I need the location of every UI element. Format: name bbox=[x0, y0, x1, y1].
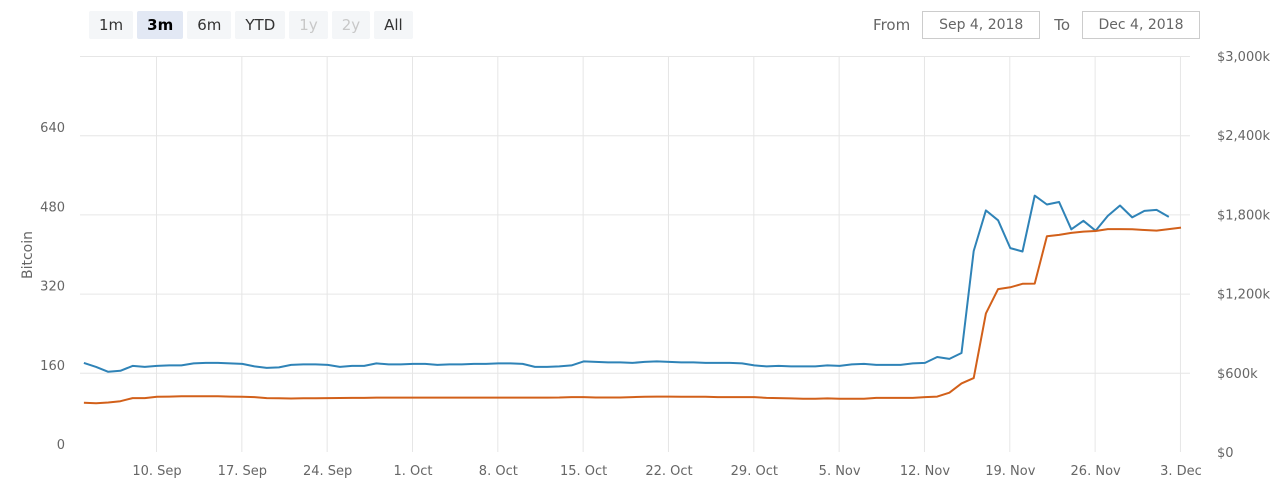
x-tick-label: 10. Sep bbox=[132, 464, 181, 479]
right-y-tick-label: $2,400k bbox=[1217, 129, 1270, 144]
x-tick-label: 22. Oct bbox=[645, 464, 692, 479]
grid-lines bbox=[80, 56, 1190, 452]
x-tick-label: 1. Oct bbox=[393, 464, 432, 479]
from-label: From bbox=[873, 16, 911, 34]
right-y-tick-label: $600k bbox=[1217, 367, 1258, 382]
to-label: To bbox=[1054, 16, 1070, 34]
range-button-3m[interactable]: 3m bbox=[137, 11, 184, 39]
x-tick-label: 8. Oct bbox=[479, 464, 518, 479]
x-tick-label: 19. Nov bbox=[985, 464, 1035, 479]
left-y-tick-label: 320 bbox=[40, 280, 65, 295]
range-button-all[interactable]: All bbox=[374, 11, 413, 39]
right-y-tick-label: $1,800k bbox=[1217, 208, 1270, 223]
series-line-1 bbox=[83, 194, 1170, 373]
right-y-tick-label: $1,200k bbox=[1217, 288, 1270, 303]
x-tick-label: 15. Oct bbox=[560, 464, 607, 479]
date-range-inputs: From To bbox=[873, 11, 1200, 39]
x-axis: 10. Sep 17. Sep 24. Sep 1. Oct 8. Oct 15. Oct… bbox=[132, 464, 1201, 479]
left-y-axis-title: Bitcoin bbox=[20, 231, 36, 279]
x-tick-label: 24. Sep bbox=[303, 464, 352, 479]
left-y-axis: 0 160 320 480 640 bbox=[40, 121, 65, 453]
to-date-input[interactable] bbox=[1082, 11, 1200, 39]
left-y-tick-label: 480 bbox=[40, 200, 65, 215]
right-y-tick-label: $3,000k bbox=[1217, 50, 1270, 65]
x-tick-label: 29. Oct bbox=[731, 464, 778, 479]
series-lines bbox=[83, 194, 1182, 405]
right-y-tick-label: $0 bbox=[1217, 446, 1234, 461]
range-selector: 1m 3m 6m YTD 1y 2y All bbox=[89, 11, 413, 39]
x-tick-label: 17. Sep bbox=[218, 464, 267, 479]
series-line-2 bbox=[83, 226, 1182, 405]
x-tick-label: 26. Nov bbox=[1071, 464, 1121, 479]
range-button-ytd[interactable]: YTD bbox=[235, 11, 286, 39]
range-button-1m[interactable]: 1m bbox=[89, 11, 134, 39]
range-button-6m[interactable]: 6m bbox=[187, 11, 232, 39]
right-y-axis: $0 $600k $1,200k $1,800k $2,400k $3,000k bbox=[1217, 50, 1270, 461]
x-tick-label: 3. Dec bbox=[1160, 464, 1202, 479]
left-y-tick-label: 160 bbox=[40, 359, 65, 374]
left-y-tick-label: 0 bbox=[57, 438, 65, 453]
range-button-2y: 2y bbox=[331, 11, 371, 39]
range-button-1y: 1y bbox=[289, 11, 328, 39]
left-y-tick-label: 640 bbox=[40, 121, 65, 136]
x-tick-label: 5. Nov bbox=[819, 464, 861, 479]
from-date-input[interactable] bbox=[922, 11, 1041, 39]
x-tick-label: 12. Nov bbox=[900, 464, 950, 479]
